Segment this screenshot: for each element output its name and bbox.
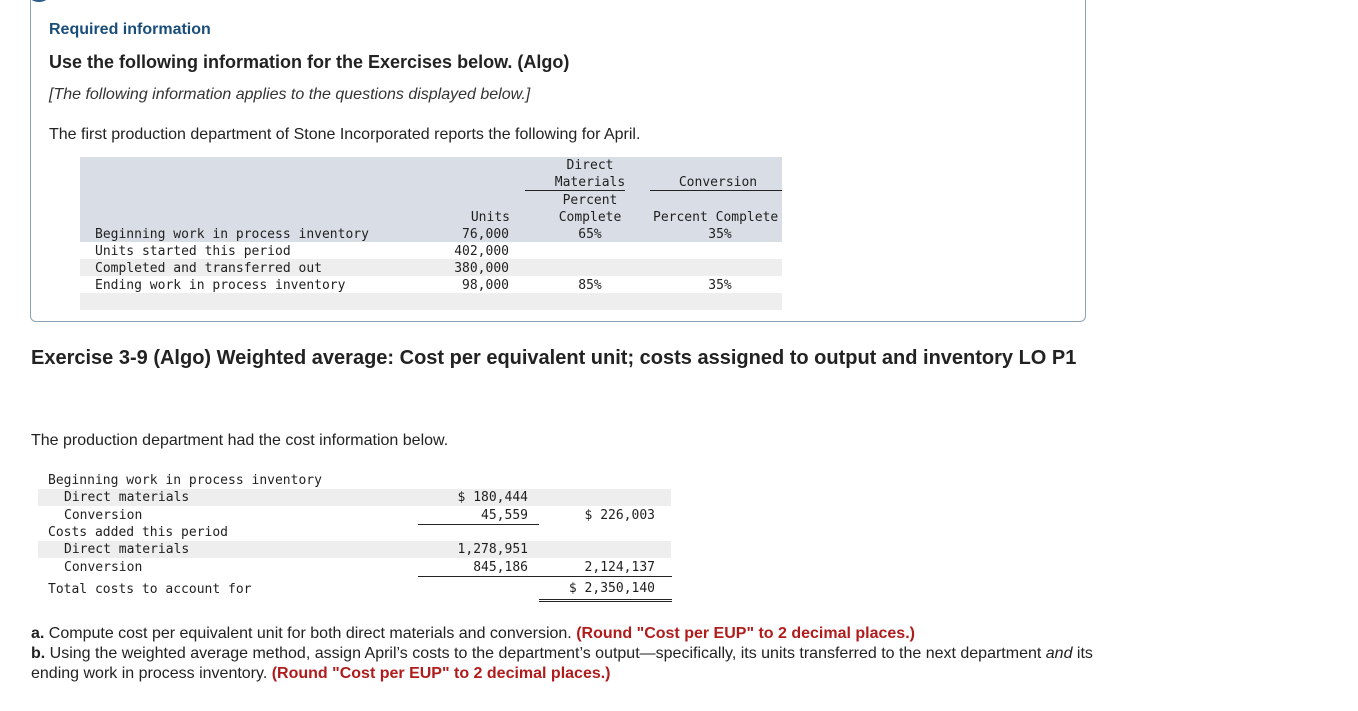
double-rule-bottom bbox=[539, 601, 672, 602]
conversion-percent-header: Percent Complete bbox=[653, 210, 779, 225]
row-conv-percent: 35% bbox=[708, 227, 732, 242]
beginning-wip-label: Beginning work in process inventory bbox=[48, 473, 322, 488]
row-label: Ending work in process inventory bbox=[95, 278, 346, 293]
beg-conv-value: 45,559 bbox=[481, 508, 528, 523]
row-units: 402,000 bbox=[454, 244, 509, 259]
total-costs-label: Total costs to account for bbox=[48, 582, 252, 597]
costs-added-label: Costs added this period bbox=[48, 525, 229, 540]
conversion-header: Conversion bbox=[678, 175, 758, 190]
dm-header-line3: Percent bbox=[562, 193, 618, 208]
intro-text: The first production department of Stone… bbox=[49, 126, 641, 143]
double-rule-top bbox=[539, 599, 672, 600]
add-conv-value: 845,186 bbox=[473, 560, 528, 575]
beg-conv-label: Conversion bbox=[64, 508, 143, 523]
row-label: Units started this period bbox=[95, 244, 291, 259]
row-units: 380,000 bbox=[454, 261, 509, 276]
units-table-header bbox=[80, 157, 782, 242]
total-costs-value: $ 2,350,140 bbox=[568, 581, 655, 596]
units-header: Units bbox=[470, 210, 510, 225]
row-label: Completed and transferred out bbox=[95, 261, 322, 276]
row-dm-percent: 65% bbox=[578, 227, 602, 242]
exercise-title: Exercise 3-9 (Algo) Weighted average: Co… bbox=[31, 347, 1077, 369]
applies-note: [The following information applies to th… bbox=[49, 86, 531, 103]
instruction-b-rounding: (Round "Cost per EUP" to 2 decimal place… bbox=[271, 665, 611, 682]
add-total-value: 2,124,137 bbox=[584, 560, 655, 575]
instruction-a-text: Compute cost per equivalent unit for bot… bbox=[44, 625, 577, 642]
beg-total-value: $ 226,003 bbox=[584, 508, 655, 523]
use-info-heading: Use the following information for the Ex… bbox=[49, 52, 570, 72]
row-dm-percent: 85% bbox=[578, 278, 602, 293]
instruction-a-rounding: (Round "Cost per EUP" to 2 decimal place… bbox=[576, 625, 915, 642]
row-conv-percent: 35% bbox=[708, 278, 732, 293]
instruction-a: a. Compute cost per equivalent unit for … bbox=[31, 624, 1111, 644]
cost-intro-text: The production department had the cost i… bbox=[31, 432, 449, 449]
required-info-title: Required information bbox=[49, 21, 211, 38]
instructions: a. Compute cost per equivalent unit for … bbox=[31, 624, 1111, 684]
beg-dm-value: $ 180,444 bbox=[457, 490, 528, 505]
conversion-header-rule bbox=[650, 190, 782, 191]
add-conv-label: Conversion bbox=[64, 560, 143, 575]
row-label: Beginning work in process inventory bbox=[95, 227, 369, 242]
instruction-b-prefix: b. bbox=[31, 645, 46, 662]
instruction-b: b. Using the weighted average method, as… bbox=[31, 644, 1111, 684]
beg-dm-label: Direct materials bbox=[64, 490, 190, 505]
row-units: 76,000 bbox=[462, 227, 509, 242]
dm-header-line4: Complete bbox=[558, 210, 622, 225]
instruction-b-text-2: its ending work in process inventory. bbox=[31, 645, 1093, 682]
cost-table: Beginning work in process inventory Dire… bbox=[38, 472, 678, 602]
instruction-b-and: and bbox=[1045, 645, 1073, 662]
sum-rule bbox=[539, 576, 672, 577]
instruction-a-prefix: a. bbox=[31, 625, 45, 642]
add-dm-label: Direct materials bbox=[64, 542, 190, 557]
add-dm-value: 1,278,951 bbox=[457, 542, 528, 557]
dm-header-line2: Materials bbox=[554, 175, 626, 190]
beg-subtotal-rule bbox=[418, 524, 539, 525]
instruction-b-text: Using the weighted average method, assig… bbox=[45, 645, 1046, 662]
row-units: 98,000 bbox=[462, 278, 509, 293]
add-subtotal-rule bbox=[418, 576, 539, 577]
dm-header-rule bbox=[525, 190, 625, 191]
dm-header-line1: Direct bbox=[566, 158, 614, 173]
